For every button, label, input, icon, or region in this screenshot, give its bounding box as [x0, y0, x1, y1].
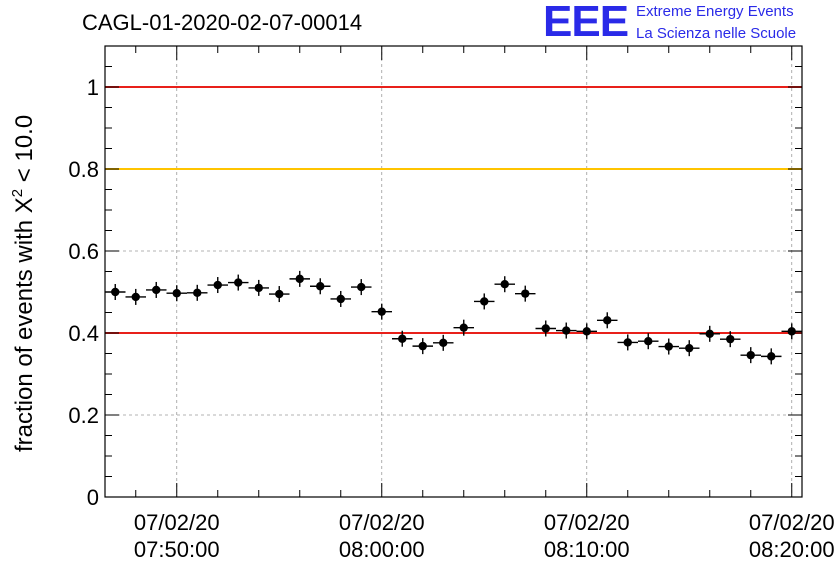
data-point [187, 284, 208, 301]
y-tick-label: 1 [87, 75, 99, 100]
data-point [433, 334, 454, 351]
data-point [289, 270, 310, 287]
data-point [392, 330, 413, 347]
y-tick-label: 0.2 [68, 403, 99, 428]
point-marker [377, 307, 386, 316]
data-point [535, 320, 556, 337]
x-tick-label-date: 07/02/20 [544, 510, 630, 535]
point-marker [172, 289, 181, 298]
data-point [351, 279, 372, 296]
data-point [330, 290, 351, 307]
data-point [228, 274, 249, 291]
logo-line-1: Extreme Energy Events [636, 3, 794, 20]
point-marker [480, 297, 489, 306]
data-point [617, 334, 638, 351]
grid-lines [105, 46, 802, 497]
point-marker [644, 337, 653, 346]
point-marker [275, 289, 284, 299]
data-point [679, 340, 700, 357]
point-marker [213, 280, 222, 290]
point-marker [398, 334, 407, 343]
point-marker [685, 343, 694, 353]
data-point [761, 348, 782, 365]
x-tick-label-date: 07/02/20 [134, 510, 220, 535]
chart-title: CAGL-01-2020-02-07-00014 [82, 10, 363, 35]
x-tick-label-date: 07/02/20 [339, 510, 425, 535]
data-point [248, 279, 269, 296]
point-marker [582, 327, 591, 336]
data-point [658, 338, 679, 355]
data-point [576, 323, 597, 340]
data-point [638, 333, 659, 350]
data-point [412, 338, 433, 355]
point-marker [254, 283, 263, 293]
y-axis: 0 0.2 0.4 0.6 0.8 1 [68, 66, 802, 510]
point-marker [193, 288, 202, 298]
point-marker [439, 338, 448, 348]
x-tick-label-time: 07:50:00 [134, 537, 220, 562]
data-point [310, 278, 331, 295]
point-marker [767, 352, 776, 361]
point-marker [459, 323, 468, 332]
point-marker [316, 282, 325, 291]
point-marker [234, 278, 243, 287]
point-marker [562, 326, 571, 335]
point-marker [418, 341, 427, 351]
y-tick-label: 0.4 [68, 321, 99, 346]
data-point [453, 319, 474, 336]
data-point [125, 288, 146, 305]
point-marker [726, 334, 735, 344]
data-point [371, 303, 392, 320]
logo-line-2: La Scienza nelle Scuole [636, 25, 797, 42]
point-marker [623, 338, 632, 347]
point-marker [746, 350, 755, 360]
point-marker [295, 274, 304, 284]
data-point [699, 325, 720, 342]
point-marker [152, 285, 161, 295]
point-marker [603, 316, 612, 325]
y-tick-label: 0 [87, 485, 99, 510]
data-point [597, 312, 618, 329]
x-tick-label-time: 08:00:00 [339, 537, 425, 562]
y-axis-label: fraction of events with X2 < 10.0 [9, 115, 38, 452]
point-marker [131, 292, 140, 302]
data-point [146, 281, 167, 298]
eee-logo: EEE Extreme Energy Events La Scienza nel… [543, 0, 833, 46]
data-point [494, 276, 515, 293]
reference-lines [105, 86, 802, 334]
x-tick-label-time: 08:10:00 [544, 537, 630, 562]
point-marker [357, 282, 366, 292]
data-point [269, 286, 290, 303]
data-point [166, 285, 187, 302]
y-tick-label: 0.8 [68, 157, 99, 182]
x-axis: 07/02/2007:50:0007/02/2008:00:0007/02/20… [134, 46, 835, 562]
point-marker [521, 289, 530, 298]
point-marker [500, 280, 509, 289]
data-point [556, 322, 577, 339]
data-point [740, 347, 761, 364]
point-marker [664, 342, 673, 351]
plot-frame [104, 45, 803, 498]
point-marker [111, 287, 120, 297]
logo-mark: EEE [543, 0, 629, 46]
point-marker [787, 327, 796, 336]
y-tick-label: 0.6 [68, 239, 99, 264]
data-point [720, 331, 741, 348]
point-marker [705, 329, 714, 339]
data-point [207, 277, 228, 294]
x-tick-label-time: 08:20:00 [749, 537, 835, 562]
data-point [474, 293, 495, 310]
data-point [781, 323, 802, 340]
data-point [515, 285, 536, 302]
x-tick-label-date: 07/02/20 [749, 510, 835, 535]
point-marker [541, 324, 550, 333]
data-points [105, 270, 802, 365]
point-marker [336, 294, 345, 304]
